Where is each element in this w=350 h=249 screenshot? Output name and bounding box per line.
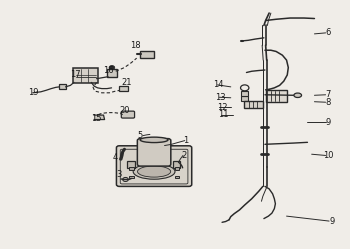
- FancyBboxPatch shape: [175, 176, 179, 179]
- FancyBboxPatch shape: [140, 51, 154, 58]
- Circle shape: [109, 65, 115, 69]
- Text: 1: 1: [183, 136, 188, 145]
- Text: 13: 13: [215, 93, 226, 102]
- Ellipse shape: [138, 166, 171, 177]
- FancyBboxPatch shape: [117, 146, 192, 187]
- Text: 12: 12: [217, 103, 227, 112]
- FancyBboxPatch shape: [72, 68, 98, 83]
- FancyBboxPatch shape: [121, 111, 134, 118]
- Text: 14: 14: [214, 80, 224, 89]
- Text: 5: 5: [138, 131, 143, 140]
- Text: 10: 10: [323, 151, 334, 160]
- FancyBboxPatch shape: [58, 84, 66, 89]
- FancyBboxPatch shape: [137, 139, 171, 166]
- FancyBboxPatch shape: [266, 90, 287, 102]
- FancyBboxPatch shape: [244, 101, 262, 108]
- Text: 15: 15: [91, 114, 102, 123]
- Ellipse shape: [140, 137, 168, 143]
- FancyBboxPatch shape: [130, 167, 133, 170]
- Text: 2: 2: [181, 151, 186, 160]
- Text: 7: 7: [326, 90, 331, 99]
- Text: 16: 16: [104, 65, 114, 74]
- FancyBboxPatch shape: [130, 176, 133, 179]
- Polygon shape: [94, 115, 105, 120]
- Text: 6: 6: [326, 28, 331, 37]
- FancyBboxPatch shape: [175, 167, 179, 170]
- Text: 3: 3: [117, 170, 122, 179]
- Text: 20: 20: [119, 106, 130, 115]
- FancyBboxPatch shape: [240, 91, 248, 96]
- FancyBboxPatch shape: [127, 161, 135, 168]
- Ellipse shape: [133, 164, 175, 179]
- Text: 4: 4: [113, 153, 118, 162]
- Text: 18: 18: [130, 41, 140, 50]
- FancyBboxPatch shape: [119, 86, 128, 91]
- Text: 9: 9: [329, 217, 335, 226]
- FancyBboxPatch shape: [240, 96, 248, 101]
- Text: 11: 11: [218, 110, 229, 119]
- Text: 8: 8: [326, 98, 331, 107]
- FancyBboxPatch shape: [107, 68, 117, 77]
- FancyBboxPatch shape: [173, 161, 180, 168]
- Text: 17: 17: [70, 70, 81, 79]
- Text: 9: 9: [326, 118, 331, 126]
- Text: 19: 19: [29, 88, 39, 97]
- Ellipse shape: [294, 93, 302, 98]
- Text: 21: 21: [121, 78, 132, 87]
